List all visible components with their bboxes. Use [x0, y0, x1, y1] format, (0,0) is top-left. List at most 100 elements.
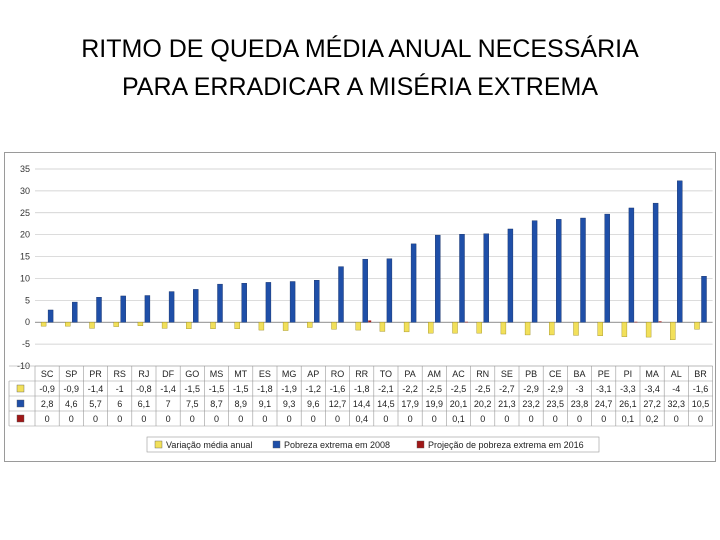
- slide-title: RITMO DE QUEDA MÉDIA ANUAL NECESSÁRIA PA…: [0, 30, 720, 106]
- category-label: RS: [113, 369, 126, 379]
- y-tick-label: 5: [25, 295, 30, 305]
- category-label: AL: [671, 369, 682, 379]
- bar-pobreza-2008: [289, 281, 296, 323]
- category-label: PB: [525, 369, 537, 379]
- data-label: 0,4: [355, 414, 368, 424]
- data-label: 0: [166, 414, 171, 424]
- data-label: -1,5: [209, 384, 225, 394]
- category-label: CE: [549, 369, 562, 379]
- data-label: -0,9: [39, 384, 55, 394]
- bar-pobreza-2008: [241, 283, 247, 323]
- bar-variacao: [307, 322, 313, 328]
- category-label: PA: [404, 369, 415, 379]
- bar-pobreza-2008: [47, 309, 54, 323]
- data-label: -3,4: [644, 384, 660, 394]
- data-label: 20,2: [474, 399, 492, 409]
- data-label: -1,5: [185, 384, 201, 394]
- data-label: -0,8: [136, 384, 152, 394]
- category-label: ES: [259, 369, 271, 379]
- data-label: 27,2: [643, 399, 661, 409]
- data-label: 32,3: [668, 399, 686, 409]
- bar-projecao-2016: [634, 321, 638, 323]
- data-label: -1,5: [233, 384, 249, 394]
- data-label: 14,4: [353, 399, 371, 409]
- bar-pobreza-2008: [144, 295, 151, 323]
- data-label: 0: [287, 414, 292, 424]
- y-tick-label: 20: [20, 230, 30, 240]
- bar-pobreza-2008: [652, 202, 659, 323]
- data-label: 0: [432, 414, 437, 424]
- category-label: RN: [476, 369, 489, 379]
- category-label: MG: [282, 369, 297, 379]
- bar-variacao: [89, 322, 95, 329]
- data-label: 0: [93, 414, 98, 424]
- bar-variacao: [282, 322, 289, 331]
- category-label: RO: [331, 369, 345, 379]
- data-label: -0,9: [64, 384, 80, 394]
- bar-chart: 35 30 25 20 15 10 5 0 -5 -1 0 SC SP PR RS RJ DF GO MS MT ES M…: [8, 164, 713, 453]
- data-label: -1,4: [160, 384, 176, 394]
- category-label: AC: [452, 369, 465, 379]
- data-label: 10,5: [692, 399, 710, 409]
- bar-projecao-2016: [465, 321, 468, 323]
- data-label: -3: [575, 384, 583, 394]
- data-label: -1,6: [693, 384, 709, 394]
- bar-variacao: [355, 322, 361, 331]
- bar-pobreza-2008: [459, 234, 465, 323]
- data-label: 2,8: [41, 399, 54, 409]
- data-label: -3,1: [596, 384, 612, 394]
- data-label: 0: [601, 414, 606, 424]
- category-label: MT: [234, 369, 247, 379]
- data-label: 0: [577, 414, 582, 424]
- bar-variacao: [549, 322, 555, 336]
- data-label: -2,5: [475, 384, 491, 394]
- data-label: -2,5: [451, 384, 467, 394]
- bar-variacao: [186, 322, 192, 329]
- bar-variacao: [621, 322, 628, 337]
- data-label: 14,5: [377, 399, 395, 409]
- data-label: 0: [311, 414, 316, 424]
- bar-variacao: [670, 322, 676, 340]
- data-label: 23,2: [522, 399, 540, 409]
- bar-pobreza-2008: [120, 295, 126, 323]
- y-tick-label: 10: [20, 273, 30, 283]
- bar-variacao: [403, 322, 410, 333]
- bar-pobreza-2008: [362, 258, 368, 323]
- data-label: 0: [335, 414, 340, 424]
- bar-variacao: [161, 322, 168, 329]
- category-label: BA: [573, 369, 585, 379]
- category-label: SP: [65, 369, 77, 379]
- data-label: 6: [117, 399, 122, 409]
- data-label: -1,9: [281, 384, 297, 394]
- bar-variacao: [573, 322, 579, 336]
- bar-variacao: [500, 322, 507, 335]
- category-label: SC: [41, 369, 54, 379]
- bar-variacao: [40, 322, 47, 327]
- data-label: 0,2: [646, 414, 659, 424]
- legend-swatch: [416, 440, 425, 449]
- bar-variacao: [597, 322, 603, 336]
- bar-pobreza-2008: [217, 283, 223, 323]
- category-label: PI: [624, 369, 633, 379]
- legend-box: [146, 436, 600, 453]
- legend-entry: Projeção de pobreza extrema em 2016: [428, 440, 584, 450]
- category-label: AP: [307, 369, 319, 379]
- data-label: 0: [674, 414, 679, 424]
- data-label: 0: [408, 414, 413, 424]
- data-label: 8,7: [210, 399, 223, 409]
- legend-entry: Pobreza extrema em 2008: [284, 440, 390, 450]
- data-label: -2,7: [499, 384, 515, 394]
- data-label: 9,6: [307, 399, 320, 409]
- category-label: BR: [694, 369, 707, 379]
- bar-variacao: [694, 322, 700, 330]
- y-tick-label: -5: [22, 339, 30, 349]
- bar-pobreza-2008: [193, 289, 199, 323]
- bar-pobreza-2008: [701, 276, 707, 323]
- bar-variacao: [210, 322, 216, 329]
- data-label: 0: [214, 414, 219, 424]
- category-label: GO: [185, 369, 199, 379]
- category-label: RR: [355, 369, 368, 379]
- data-label: 0: [238, 414, 243, 424]
- data-label: 5,7: [89, 399, 102, 409]
- data-label: 23,8: [571, 399, 589, 409]
